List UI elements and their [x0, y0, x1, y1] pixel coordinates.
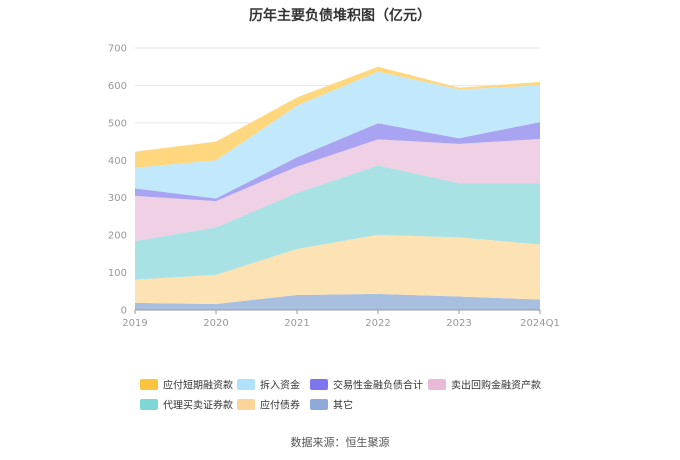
- y-tick-label: 200: [108, 231, 127, 242]
- y-tick-label: 400: [108, 156, 127, 167]
- legend-swatch: [140, 399, 158, 410]
- legend-swatch: [310, 399, 328, 410]
- legend-item[interactable]: 应付短期融资款: [140, 379, 233, 392]
- legend-item[interactable]: 卖出回购金融资产款: [428, 379, 541, 392]
- x-tick-label: 2021: [284, 318, 309, 329]
- area-series-4: [135, 122, 540, 202]
- stacked-areas: [135, 66, 540, 310]
- y-tick-label: 300: [108, 193, 127, 204]
- legend-swatch: [237, 379, 255, 390]
- legend-label: 代理买卖证券款: [163, 399, 233, 412]
- x-axis: 2019 2020 2021 2022 2023 2024Q1: [122, 309, 560, 329]
- legend-item[interactable]: 交易性金融负债合计: [310, 379, 423, 392]
- legend-item[interactable]: 拆入资金: [237, 379, 300, 392]
- legend-label: 其它: [333, 399, 353, 412]
- legend-swatch: [140, 379, 158, 390]
- y-tick-label: 500: [108, 118, 127, 129]
- area-series-3: [135, 138, 540, 242]
- area-series-2: [135, 165, 540, 280]
- x-tick-label: 2020: [203, 318, 228, 329]
- y-tick-label: 600: [108, 81, 127, 92]
- legend-item[interactable]: 其它: [310, 399, 353, 412]
- y-axis: 0 100 200 300 400 500 600 700: [108, 44, 127, 317]
- data-source-note: 数据来源：恒生聚源: [291, 435, 390, 449]
- legend-swatch: [237, 399, 255, 410]
- legend-item[interactable]: 代理买卖证券款: [140, 399, 233, 412]
- area-series-6: [135, 66, 540, 168]
- area-series-5: [135, 71, 540, 199]
- legend-label: 拆入资金: [260, 379, 300, 392]
- x-tick-label: 2023: [446, 318, 471, 329]
- x-tick-label: 2019: [122, 318, 147, 329]
- legend-label: 交易性金融负债合计: [333, 379, 423, 392]
- y-tick-label: 100: [108, 268, 127, 279]
- x-tick-label: 2024Q1: [520, 318, 560, 329]
- chart-title: 历年主要负债堆积图（亿元）: [249, 7, 431, 24]
- x-tick-label: 2022: [365, 318, 390, 329]
- legend-label: 卖出回购金融资产款: [451, 379, 541, 392]
- y-tick-label: 700: [108, 44, 127, 55]
- area-series-1: [135, 234, 540, 305]
- legend-swatch: [428, 379, 446, 390]
- y-tick-label: 0: [121, 306, 127, 317]
- legend-label: 应付债券: [260, 399, 300, 412]
- legend-swatch: [310, 379, 328, 390]
- legend-item[interactable]: 应付债券: [237, 399, 300, 412]
- area-series-0: [135, 293, 540, 310]
- legend-label: 应付短期融资款: [163, 379, 233, 392]
